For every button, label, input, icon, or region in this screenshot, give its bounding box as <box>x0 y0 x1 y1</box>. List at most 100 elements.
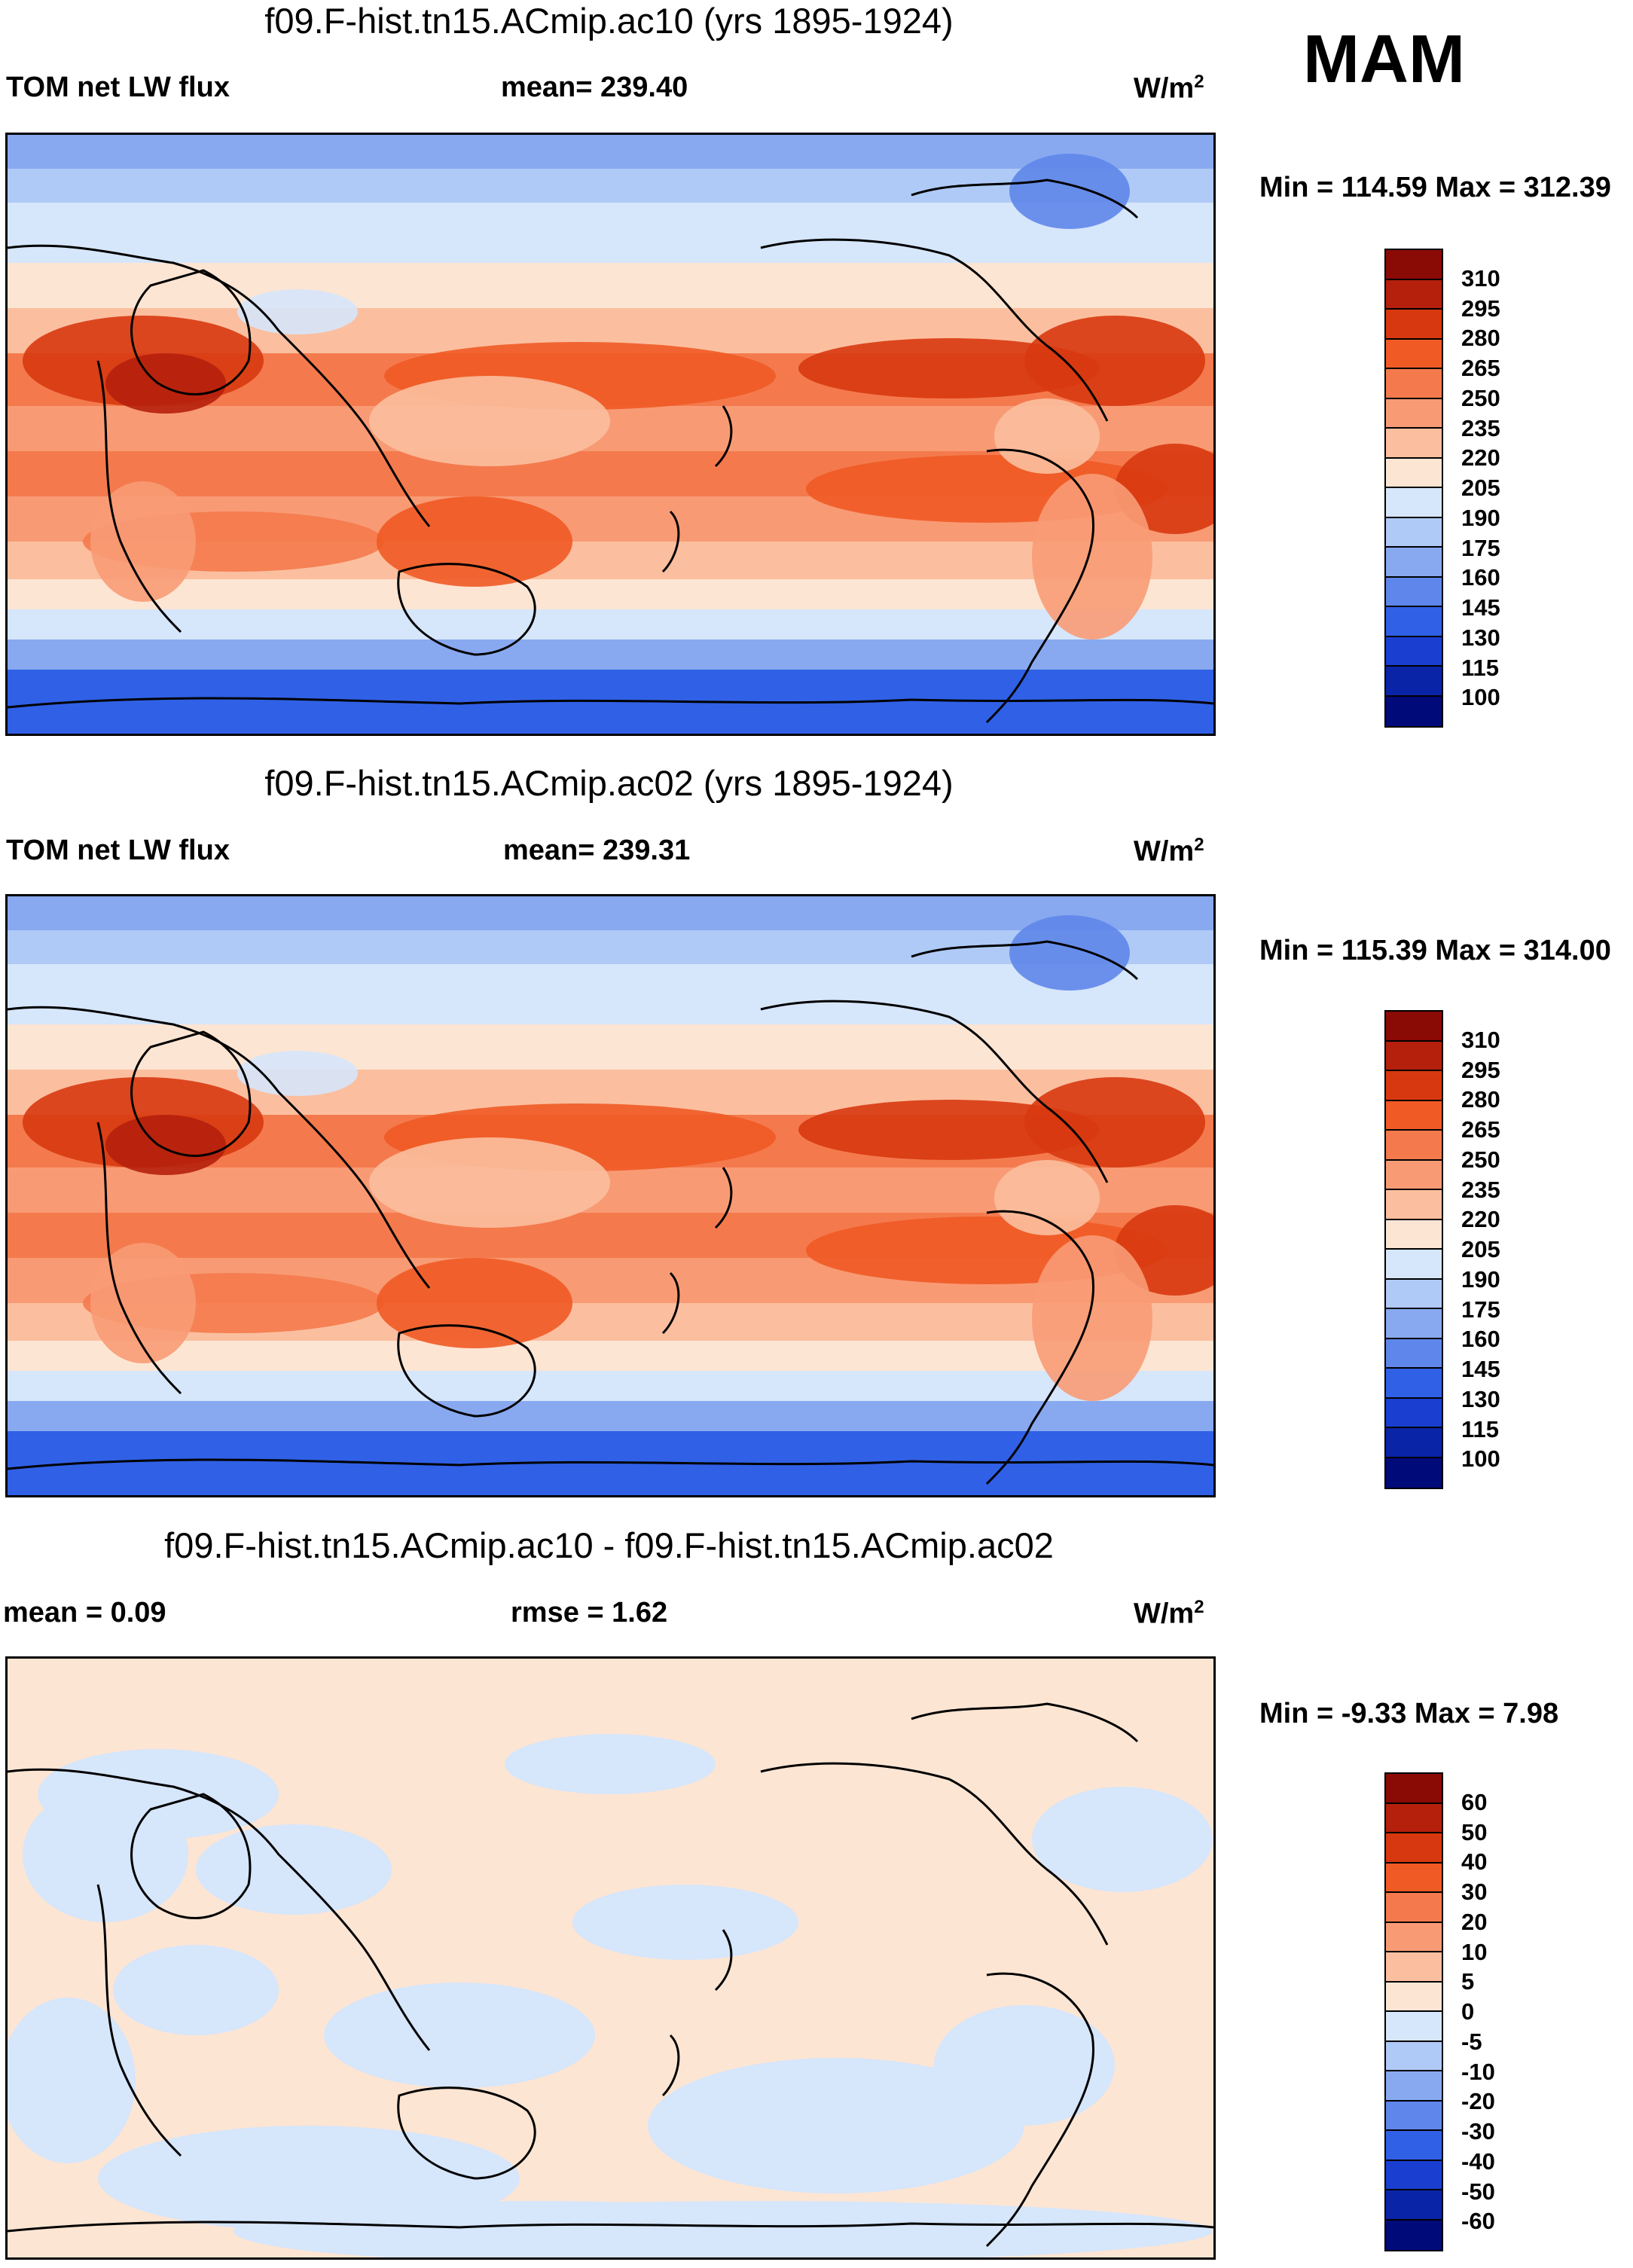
colorbar-swatch <box>1386 1219 1442 1250</box>
colorbar-swatch <box>1386 1041 1442 1071</box>
field-region <box>1032 1787 1213 1892</box>
field-region <box>105 353 226 414</box>
colorbar-swatch <box>1386 2190 1442 2221</box>
field-band <box>8 579 1213 609</box>
colorbar-swatch <box>1386 1131 1442 1161</box>
coastline <box>714 1929 733 1992</box>
panel-3-title: f09.F-hist.tn15.ACmip.ac10 - f09.F-hist.… <box>164 1525 1054 1565</box>
field-region <box>90 481 196 602</box>
coastline <box>96 1884 182 2157</box>
colorbar-tick-label: 235 <box>1461 414 1500 441</box>
coastline <box>96 360 182 633</box>
colorbar-swatch <box>1386 398 1442 429</box>
field-region <box>934 2005 1115 2126</box>
colorbar-swatch <box>1386 1922 1442 1952</box>
colorbar-swatch <box>1386 607 1442 637</box>
colorbar-tick-label: 250 <box>1461 384 1500 411</box>
panel-2-colorbar <box>1384 1010 1443 1489</box>
coastline <box>397 2086 536 2180</box>
panel-1-title: f09.F-hist.tn15.ACmip.ac10 (yrs 1895-192… <box>264 1 954 41</box>
colorbar-swatch <box>1386 2071 1442 2102</box>
field-region <box>105 1115 226 1175</box>
colorbar-tick-label: 310 <box>1461 1026 1500 1053</box>
colorbar-swatch <box>1386 1774 1442 1804</box>
field-region <box>798 1100 1100 1160</box>
coastline <box>130 269 252 395</box>
colorbar-tick-label: 205 <box>1461 1236 1500 1262</box>
coastline <box>985 448 1094 724</box>
colorbar-tick-label: 175 <box>1461 534 1500 561</box>
coastline <box>714 1167 733 1229</box>
field-region <box>237 1051 358 1096</box>
coastline <box>8 1768 431 2051</box>
field-band <box>8 639 1213 670</box>
colorbar-swatch <box>1386 488 1442 518</box>
coastline <box>911 940 1139 981</box>
season-label: MAM <box>1303 22 1465 97</box>
colorbar-swatch <box>1386 1100 1442 1131</box>
colorbar-tick-label: 130 <box>1461 1385 1500 1412</box>
panel-1-colorbar <box>1384 249 1443 728</box>
colorbar-swatch <box>1386 696 1442 726</box>
colorbar-tick-label: 100 <box>1461 684 1500 711</box>
colorbar-swatch <box>1386 667 1442 697</box>
colorbar-swatch <box>1386 369 1442 399</box>
colorbar-swatch <box>1386 517 1442 548</box>
colorbar-tick-label: 160 <box>1461 564 1500 591</box>
colorbar-swatch <box>1386 1339 1442 1369</box>
panel-2-title: f09.F-hist.tn15.ACmip.ac02 (yrs 1895-192… <box>264 763 954 803</box>
colorbar-swatch <box>1386 279 1442 310</box>
colorbar-swatch <box>1386 1369 1442 1399</box>
field-region <box>1024 1077 1205 1168</box>
panel-3-mean: mean = 0.09 <box>3 1597 166 1629</box>
colorbar-tick-label: 10 <box>1461 1938 1488 1965</box>
colorbar-tick-label: 60 <box>1461 1788 1488 1815</box>
coastline <box>8 244 431 527</box>
colorbar-swatch <box>1386 636 1442 667</box>
panel-1-map <box>5 133 1216 736</box>
colorbar-tick-label: 20 <box>1461 1908 1488 1935</box>
panel-2-variable: TOM net LW flux <box>6 835 230 866</box>
colorbar-swatch <box>1386 1071 1442 1101</box>
colorbar-tick-label: 265 <box>1461 1116 1500 1143</box>
colorbar-tick-label: -30 <box>1461 2118 1495 2144</box>
panel-3-minmax: Min = -9.33 Max = 7.98 <box>1259 1698 1559 1729</box>
colorbar-tick-label: -5 <box>1461 2028 1482 2055</box>
colorbar-swatch <box>1386 429 1442 459</box>
colorbar-tick-label: 50 <box>1461 1818 1488 1845</box>
colorbar-tick-label: 115 <box>1461 1415 1500 1442</box>
colorbar-swatch <box>1386 2160 1442 2190</box>
colorbar-tick-label: 190 <box>1461 1265 1500 1293</box>
coastline <box>985 1210 1094 1485</box>
field-region <box>648 2058 1024 2193</box>
colorbar-swatch <box>1386 1160 1442 1190</box>
panel-2-mean: mean= 239.31 <box>503 835 691 866</box>
colorbar-tick-label: 220 <box>1461 444 1500 472</box>
colorbar-swatch <box>1386 2041 1442 2071</box>
colorbar-swatch <box>1386 1458 1442 1488</box>
coastline <box>661 510 680 573</box>
coastline <box>130 1030 252 1157</box>
colorbar-swatch <box>1386 1428 1442 1458</box>
coastline <box>911 1702 1139 1743</box>
field-region <box>1032 1235 1152 1401</box>
colorbar-tick-label: -20 <box>1461 2088 1495 2115</box>
colorbar-tick-label: 235 <box>1461 1176 1500 1203</box>
colorbar-swatch <box>1386 1250 1442 1280</box>
colorbar-swatch <box>1386 1309 1442 1339</box>
colorbar-tick-label: 0 <box>1461 1998 1475 2025</box>
colorbar-swatch <box>1386 1952 1442 1983</box>
field-region <box>23 1787 188 1922</box>
field-band <box>8 135 1213 169</box>
colorbar-tick-label: 30 <box>1461 1879 1488 1905</box>
colorbar-tick-label: -60 <box>1461 2208 1495 2235</box>
coastline <box>130 1793 252 1919</box>
colorbar-tick-label: 220 <box>1461 1206 1500 1233</box>
colorbar-tick-label: -40 <box>1461 2147 1495 2175</box>
field-region <box>369 376 610 466</box>
panel-2-map <box>5 894 1216 1497</box>
field-region <box>572 1885 798 1960</box>
colorbar-swatch <box>1386 2131 1442 2161</box>
panel-1-units: W/m2 <box>1134 72 1204 105</box>
field-region <box>324 1983 595 2088</box>
